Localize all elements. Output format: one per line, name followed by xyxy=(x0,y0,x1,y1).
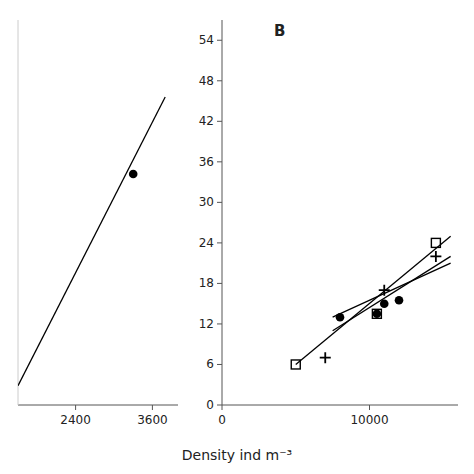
x-tick-label: 2400 xyxy=(60,413,91,427)
y-tick-label: 6 xyxy=(206,357,214,371)
circle-point xyxy=(336,313,345,322)
y-tick xyxy=(217,405,222,406)
figure: 2400 3600 0 10000 0 6 12 18 24 30 36 42 48 54 B Density… xyxy=(0,0,474,474)
regression-line xyxy=(296,236,451,364)
regression-line xyxy=(18,97,165,386)
panel: 2400 3600 xyxy=(18,20,178,427)
panel-label: B xyxy=(274,22,285,40)
x-axis-label: Density ind m⁻³ xyxy=(182,447,292,463)
y-tick xyxy=(217,80,222,81)
y-tick xyxy=(217,40,222,41)
y-tick-label: 0 xyxy=(206,398,214,412)
circle-point xyxy=(373,310,382,319)
plot-area xyxy=(291,236,450,369)
x-tick xyxy=(152,405,153,410)
circle-point xyxy=(129,170,138,179)
y-tick xyxy=(217,323,222,324)
y-tick xyxy=(217,202,222,203)
panel: 0 10000 0 6 12 18 24 30 36 42 48 54 B Density ind m⁻³ xyxy=(182,20,458,463)
regression-line xyxy=(333,256,451,330)
y-tick-label: 18 xyxy=(199,276,214,290)
x-tick-label: 10000 xyxy=(350,413,388,427)
y-tick-label: 12 xyxy=(199,317,214,331)
circle-point xyxy=(395,296,404,305)
x-axis-line xyxy=(222,405,458,406)
y-tick xyxy=(217,242,222,243)
x-tick-label: 3600 xyxy=(137,413,168,427)
y-tick xyxy=(217,283,222,284)
y-tick xyxy=(217,121,222,122)
x-axis-line xyxy=(18,405,178,406)
square-point xyxy=(431,238,440,247)
y-tick-label: 54 xyxy=(199,33,214,47)
y-axis-line xyxy=(18,20,19,405)
plot-area xyxy=(18,97,165,386)
y-tick xyxy=(217,161,222,162)
y-tick-label: 24 xyxy=(199,236,214,250)
plus-point xyxy=(430,251,441,262)
y-tick-label: 48 xyxy=(199,74,214,88)
regression-line xyxy=(333,263,451,317)
x-tick xyxy=(222,405,223,410)
square-point xyxy=(372,309,381,318)
y-tick-label: 30 xyxy=(199,195,214,209)
y-tick-label: 36 xyxy=(199,155,214,169)
circle-point xyxy=(380,299,389,308)
x-tick-label: 0 xyxy=(218,413,226,427)
x-tick xyxy=(369,405,370,410)
y-axis-line xyxy=(222,20,223,405)
plus-point xyxy=(379,285,390,296)
y-tick-label: 42 xyxy=(199,114,214,128)
plus-point xyxy=(320,352,331,363)
square-point xyxy=(291,360,300,369)
y-tick xyxy=(217,364,222,365)
x-tick xyxy=(75,405,76,410)
